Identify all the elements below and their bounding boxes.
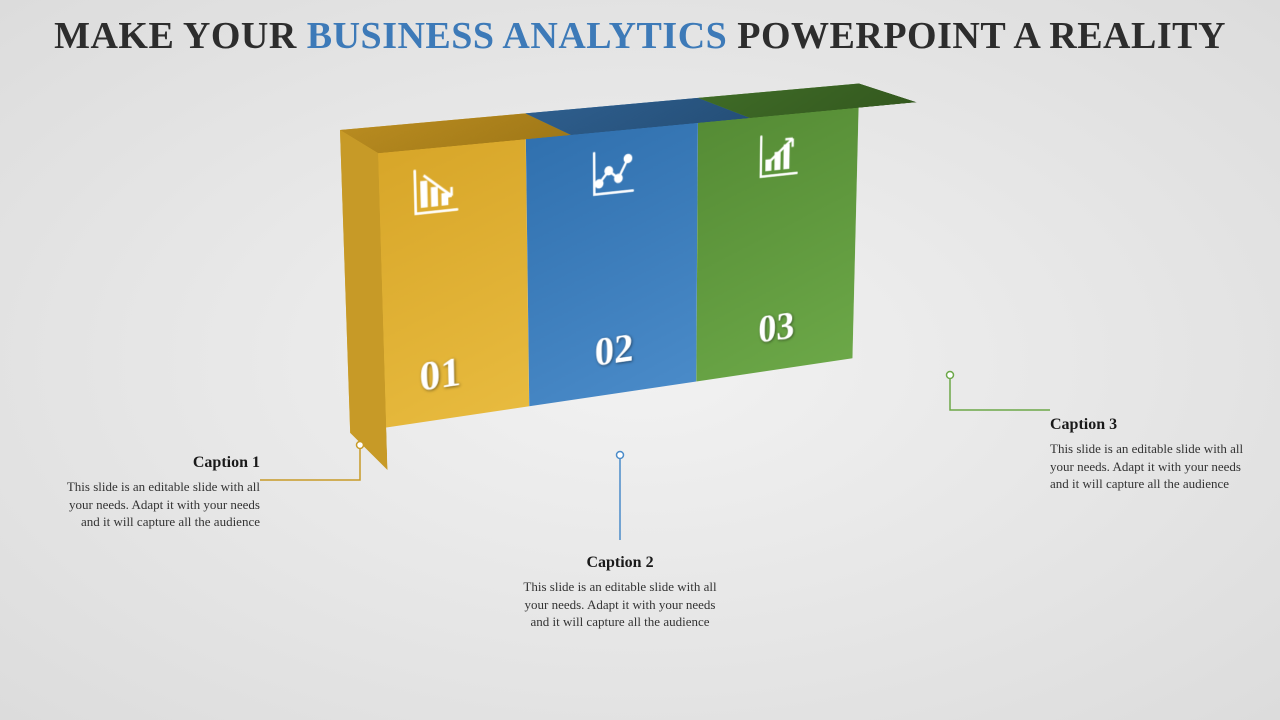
caption-3-body: This slide is an editable slide with all… xyxy=(1050,440,1250,493)
cube-2-number: 02 xyxy=(595,323,634,375)
caption-2-body: This slide is an editable slide with all… xyxy=(520,578,720,631)
caption-3: Caption 3 This slide is an editable slid… xyxy=(1050,416,1250,493)
bar-down-icon xyxy=(406,157,466,224)
caption-1: Caption 1 This slide is an editable slid… xyxy=(60,454,260,531)
cube-2-front: 02 xyxy=(526,98,699,406)
cube-1-number: 01 xyxy=(419,347,462,401)
caption-2: Caption 2 This slide is an editable slid… xyxy=(520,554,720,631)
cube-3-number: 03 xyxy=(758,302,795,352)
cube-3-front: 03 xyxy=(696,83,859,381)
caption-3-title: Caption 3 xyxy=(1050,416,1250,434)
bar-up-icon xyxy=(753,124,805,186)
line-dots-icon xyxy=(586,140,641,204)
caption-1-title: Caption 1 xyxy=(60,454,260,472)
caption-2-title: Caption 2 xyxy=(520,554,720,572)
caption-1-body: This slide is an editable slide with all… xyxy=(60,478,260,531)
